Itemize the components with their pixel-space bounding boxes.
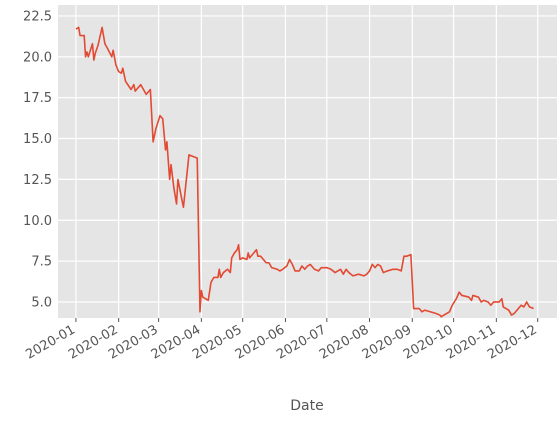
y-tick-label: 5.0 [31, 295, 52, 310]
y-tick-label: 12.5 [23, 173, 52, 188]
y-tick-label: 17.5 [23, 91, 52, 106]
y-tick-label: 15.0 [23, 132, 52, 147]
plot-area [58, 5, 557, 318]
y-tick-label: 10.0 [23, 214, 52, 229]
line-series [75, 26, 534, 318]
x-axis-label: Date [290, 398, 323, 414]
y-tick-label: 20.0 [23, 50, 52, 65]
y-tick-label: 7.5 [31, 255, 52, 270]
y-tick-label: 22.5 [23, 9, 52, 24]
